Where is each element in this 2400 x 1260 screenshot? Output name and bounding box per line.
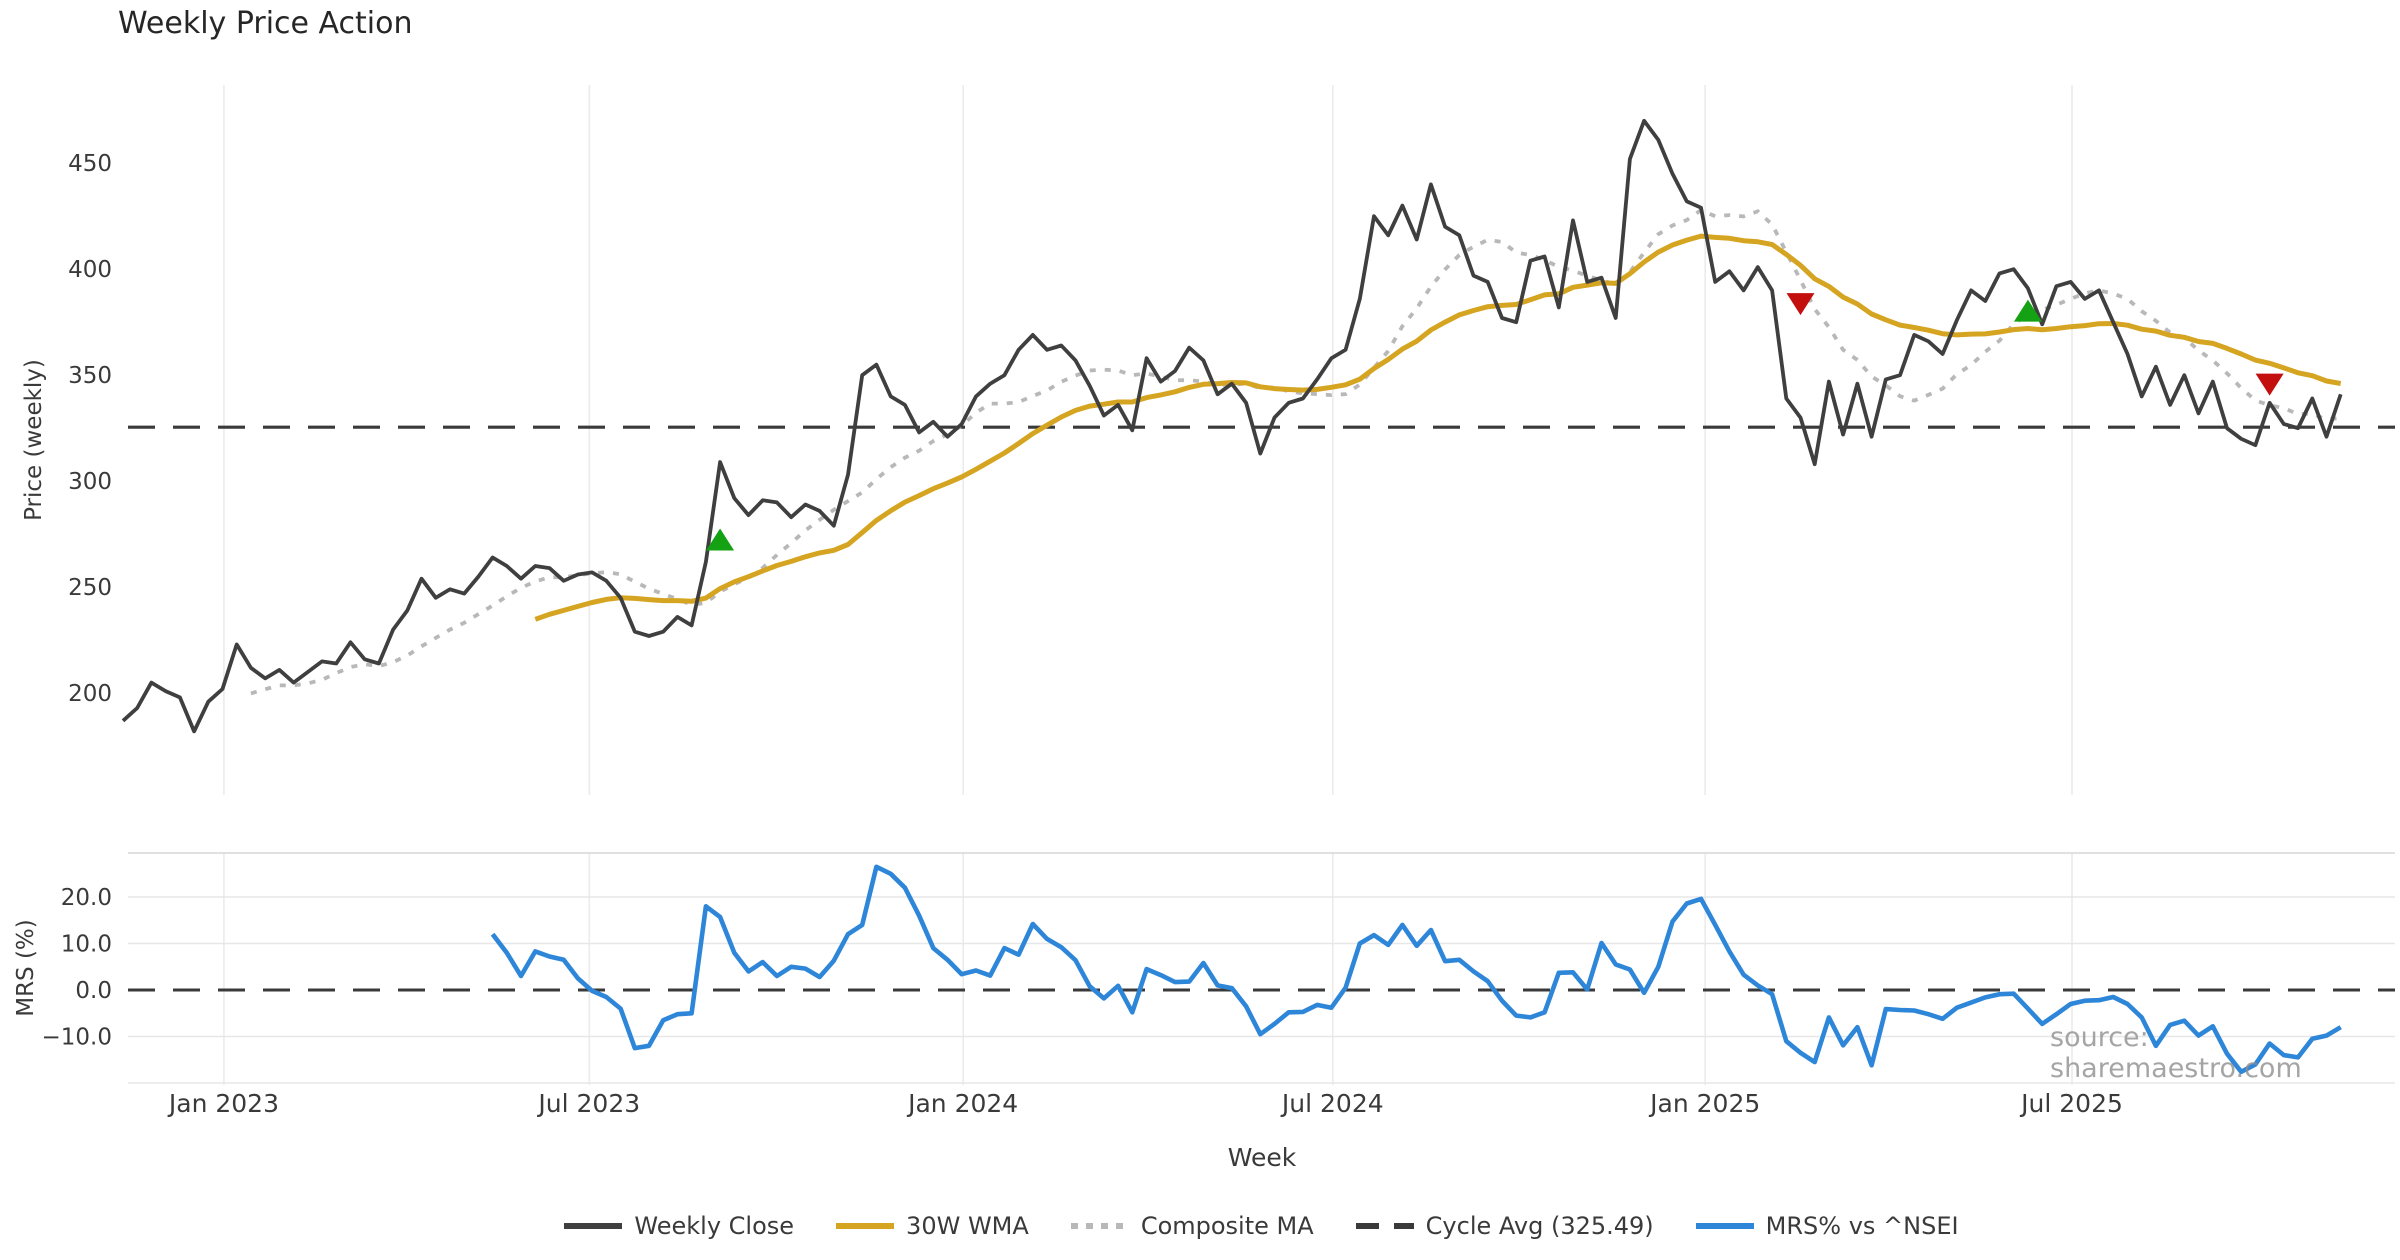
price-tick-label: 250 xyxy=(68,575,112,601)
mrs-tick-label: 20.0 xyxy=(61,885,112,911)
mrs-line-icon xyxy=(1695,1223,1754,1229)
price-tick-label: 450 xyxy=(68,151,112,177)
legend-label-30w-wma: 30W WMA xyxy=(906,1212,1029,1240)
legend-label-weekly-close: Weekly Close xyxy=(634,1212,795,1240)
month-tick-label: Jul 2025 xyxy=(2019,1089,2123,1118)
buy-signal-triangle-icon xyxy=(2013,299,2042,322)
mrs-axis-label: MRS (%) xyxy=(13,919,39,1017)
chart-title: Weekly Price Action xyxy=(118,6,413,41)
wma-line-icon xyxy=(836,1223,895,1229)
mrs-tick-label: −10.0 xyxy=(42,1025,112,1051)
price-axis-label: Price (weekly) xyxy=(21,359,47,521)
weekly-close-line xyxy=(121,118,2343,734)
cycle-avg-dashed-line-icon xyxy=(1355,1223,1414,1229)
mrs-tick-label: 10.0 xyxy=(61,932,112,958)
week-axis-label: Week xyxy=(1227,1143,1297,1172)
month-tick-label: Jan 2024 xyxy=(906,1089,1018,1118)
legend-item-mrs: MRS% vs ^NSEI xyxy=(1695,1212,1959,1240)
sell-signal-triangle-icon xyxy=(1786,293,1815,316)
buy-signal-triangle-icon xyxy=(706,528,735,551)
legend-item-30w-wma: 30W WMA xyxy=(836,1212,1029,1240)
composite-ma-line xyxy=(250,207,2341,696)
weekly-close-line-icon xyxy=(564,1223,623,1229)
month-tick-label: Jan 2025 xyxy=(1648,1089,1760,1118)
price-tick-label: 400 xyxy=(68,257,112,283)
month-tick-label: Jul 2024 xyxy=(1280,1089,1384,1118)
mrs-line xyxy=(490,864,2342,1075)
mrs-tick-label: 0.0 xyxy=(75,978,112,1004)
price-tick-label: 350 xyxy=(68,363,112,389)
legend-item-cycle-avg: Cycle Avg (325.49) xyxy=(1355,1212,1654,1240)
wma-30w-line xyxy=(534,233,2342,622)
legend-label-composite-ma: Composite MA xyxy=(1140,1212,1314,1240)
price-tick-label: 300 xyxy=(68,469,112,495)
legend-label-cycle-avg: Cycle Avg (325.49) xyxy=(1425,1212,1654,1240)
month-tick-label: Jan 2023 xyxy=(167,1089,279,1118)
sell-signal-triangle-icon xyxy=(2255,373,2284,396)
price-tick-label: 200 xyxy=(68,681,112,707)
legend-label-mrs: MRS% vs ^NSEI xyxy=(1765,1212,1959,1240)
legend-item-composite-ma: Composite MA xyxy=(1070,1212,1314,1240)
legend-item-weekly-close: Weekly Close xyxy=(564,1212,794,1240)
source-watermark: source: sharemaestro.com xyxy=(2050,1022,2302,1084)
legend: Weekly Close 30W WMA Composite MA Cycle … xyxy=(128,1212,2395,1240)
composite-ma-dotted-line-icon xyxy=(1070,1223,1129,1229)
month-tick-label: Jul 2023 xyxy=(536,1089,640,1118)
